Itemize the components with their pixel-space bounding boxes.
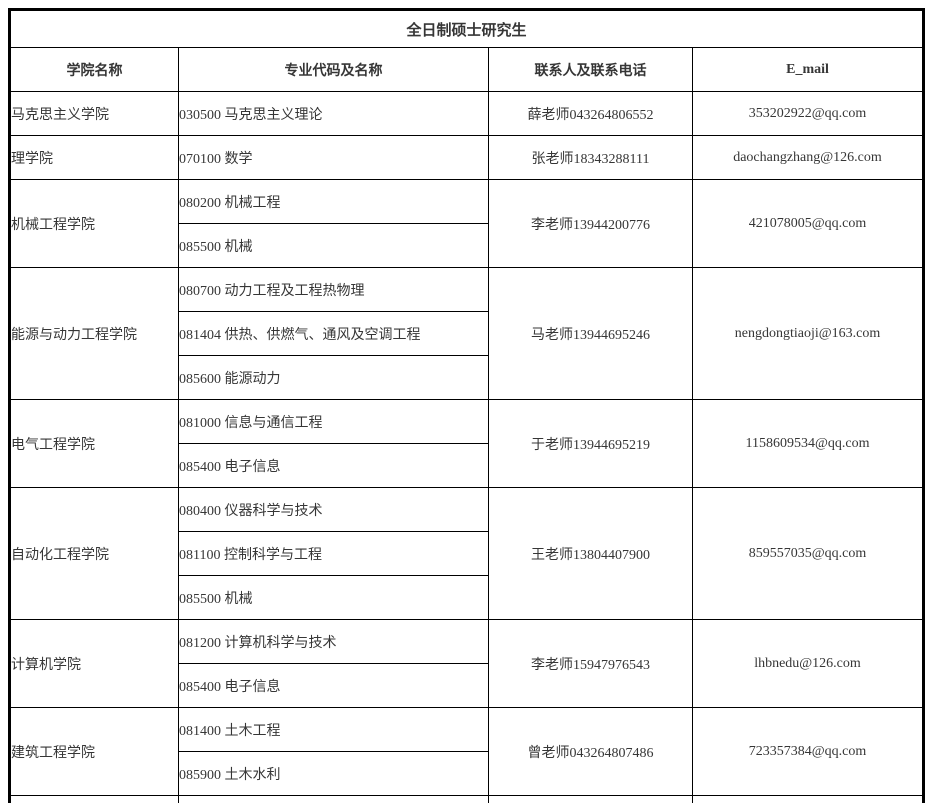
contact-cell: 张老师18343288111 <box>488 135 693 180</box>
college-cell <box>10 795 179 803</box>
major-cell: 030500 马克思主义理论 <box>178 91 489 136</box>
email-cell: nengdongtiaoji@163.com <box>692 267 923 400</box>
table-row: 理学院 070100 数学 张老师18343288111 daochangzhang@… <box>10 135 923 180</box>
contact-cell: 李老师15947976543 <box>488 619 693 708</box>
contact-cell: 李老师13944200776 <box>488 179 693 268</box>
table-row: 081404 供热、供燃气、通风及空调工程 <box>11 311 923 356</box>
column-header-email: E_mail <box>692 47 923 92</box>
college-cell: 电气工程学院 <box>10 399 179 488</box>
email-cell: daochangzhang@126.com <box>692 135 923 180</box>
contact-cell <box>488 795 693 803</box>
college-cell: 机械工程学院 <box>10 179 179 268</box>
major-cell: 080400 仪器科学与技术 <box>178 487 489 532</box>
table-row: 马克思主义学院 030500 马克思主义理论 薛老师043264806552 3532… <box>10 91 923 136</box>
table-row: 电气工程学院 081000 信息与通信工程 于老师13944695219 115860… <box>10 399 923 488</box>
major-cell: 085900 土木水利 <box>178 751 489 796</box>
table-row: 085500 机械 <box>11 223 923 268</box>
contact-cell: 薛老师043264806552 <box>488 91 693 136</box>
major-cell: 085500 机械 <box>178 575 489 620</box>
contact-cell: 于老师13944695219 <box>488 399 693 488</box>
table-row: 085400 电子信息 <box>11 443 923 488</box>
email-cell: 859557035@qq.com <box>692 487 923 620</box>
table-row: 085900 土木水利 <box>11 751 923 796</box>
college-cell: 自动化工程学院 <box>10 487 179 620</box>
major-cell: 081000 信息与通信工程 <box>178 399 489 444</box>
major-cell: 081100 控制科学与工程 <box>178 531 489 576</box>
table-title-row: 全日制硕士研究生 <box>10 10 923 48</box>
table-row: 机械工程学院 080200 机械工程 李老师13944200776 421078005… <box>10 179 923 268</box>
table-title: 全日制硕士研究生 <box>10 10 923 48</box>
major-cell: 085500 机械 <box>178 223 489 268</box>
table-row: 085400 电子信息 <box>11 663 923 708</box>
table-row: 能源与动力工程学院 080700 动力工程及工程热物理 马老师13944695246… <box>10 267 923 400</box>
college-cell: 马克思主义学院 <box>10 91 179 136</box>
column-header-major: 专业代码及名称 <box>178 47 489 92</box>
table-row: 085500 机械 <box>11 575 923 620</box>
major-cell: 081400 土木工程 <box>178 707 489 752</box>
major-cell: 085400 电子信息 <box>178 443 489 488</box>
table-body: 马克思主义学院 030500 马克思主义理论 薛老师043264806552 3532… <box>10 91 923 803</box>
major-cell: 085400 电子信息 <box>178 663 489 708</box>
college-cell: 建筑工程学院 <box>10 707 179 796</box>
major-cell: 080200 机械工程 <box>178 179 489 224</box>
major-cell <box>178 795 489 803</box>
major-cell: 081404 供热、供燃气、通风及空调工程 <box>178 311 489 356</box>
contact-cell: 马老师13944695246 <box>488 267 693 400</box>
major-cell: 081200 计算机科学与技术 <box>178 619 489 664</box>
admissions-table: 全日制硕士研究生 学院名称 专业代码及名称 联系人及联系电话 E_mail 马克… <box>8 8 925 803</box>
college-cell: 理学院 <box>10 135 179 180</box>
major-cell: 085600 能源动力 <box>178 355 489 400</box>
email-cell: 353202922@qq.com <box>692 91 923 136</box>
table-row: 建筑工程学院 081400 土木工程 曾老师043264807486 72335738… <box>10 707 923 796</box>
major-cell: 080700 动力工程及工程热物理 <box>178 267 489 312</box>
email-cell: 421078005@qq.com <box>692 179 923 268</box>
email-cell: 1158609534@qq.com <box>692 399 923 488</box>
table-header-row: 学院名称 专业代码及名称 联系人及联系电话 E_mail <box>10 47 923 92</box>
email-cell: lhbnedu@126.com <box>692 619 923 708</box>
column-header-college: 学院名称 <box>10 47 179 92</box>
major-cell: 070100 数学 <box>178 135 489 180</box>
table-row: 计算机学院 081200 计算机科学与技术 李老师15947976543 lhbned… <box>10 619 923 708</box>
college-cell: 计算机学院 <box>10 619 179 708</box>
email-cell <box>692 795 923 803</box>
email-cell: 723357384@qq.com <box>692 707 923 796</box>
table-row <box>10 795 923 803</box>
fulltime-masters-table: 全日制硕士研究生 学院名称 专业代码及名称 联系人及联系电话 E_mail 马克… <box>10 10 923 803</box>
column-header-contact: 联系人及联系电话 <box>488 47 693 92</box>
table-row: 081100 控制科学与工程 <box>11 531 923 576</box>
college-cell: 能源与动力工程学院 <box>10 267 179 400</box>
table-row: 自动化工程学院 080400 仪器科学与技术 王老师13804407900 85955… <box>10 487 923 620</box>
contact-cell: 曾老师043264807486 <box>488 707 693 796</box>
contact-cell: 王老师13804407900 <box>488 487 693 620</box>
